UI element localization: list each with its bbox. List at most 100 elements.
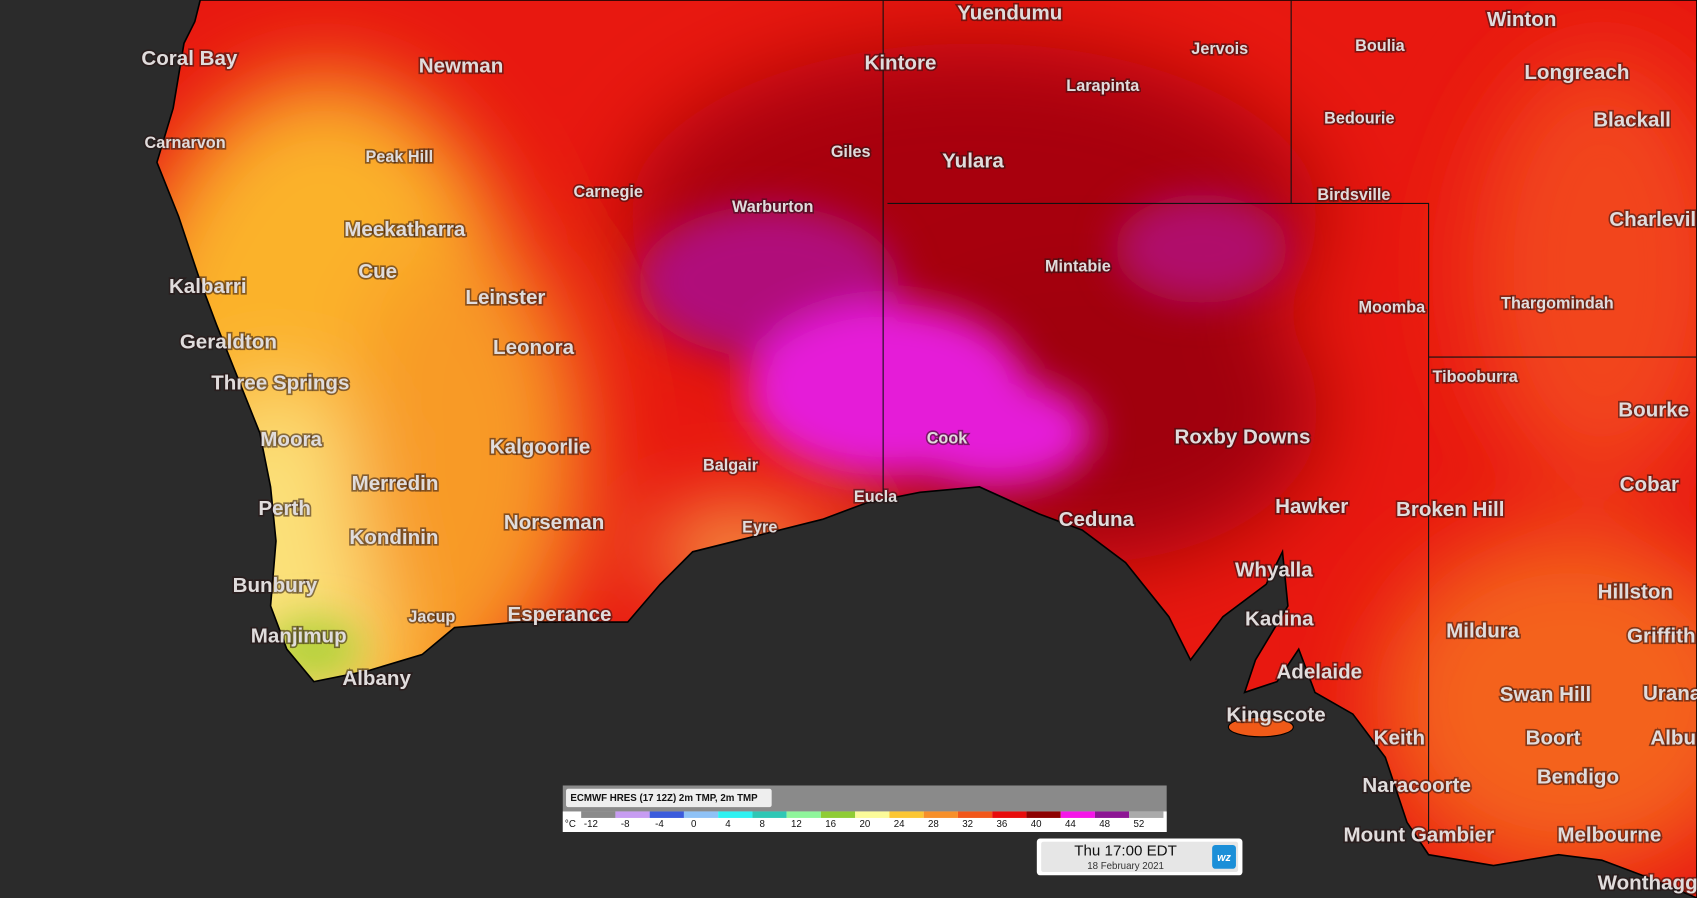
place-label: Eucla <box>854 488 898 506</box>
legend-swatch <box>889 811 924 818</box>
place-label: Broken Hill <box>1396 498 1504 521</box>
legend: ECMWF HRES (17 12Z) 2m TMP, 2m TMP °C -1… <box>562 785 1167 833</box>
legend-swatch <box>992 811 1027 818</box>
legend-tick: -4 <box>655 819 664 830</box>
place-label: Leinster <box>465 286 545 309</box>
place-label: Mildura <box>1446 619 1520 642</box>
place-label: Moora <box>260 428 322 451</box>
place-label: Jacup <box>408 608 455 626</box>
legend-tick: 4 <box>725 819 731 830</box>
legend-tick: 48 <box>1099 819 1110 830</box>
place-label: Bunbury <box>233 574 318 597</box>
legend-swatch <box>855 811 890 818</box>
place-label: Mintabie <box>1045 258 1111 276</box>
legend-swatch <box>786 811 821 818</box>
legend-tick: 32 <box>962 819 973 830</box>
state-borders <box>882 0 1697 844</box>
place-label: Tibooburra <box>1432 368 1518 386</box>
place-label: Whyalla <box>1235 559 1313 582</box>
legend-swatch <box>718 811 753 818</box>
place-label: Kalgoorlie <box>490 435 590 458</box>
place-label: Bourke <box>1618 399 1689 422</box>
place-label: Bedourie <box>1324 109 1394 127</box>
place-label: Meekatharra <box>344 218 466 241</box>
place-label: Roxby Downs <box>1175 426 1311 449</box>
place-label: Esperance <box>508 603 612 626</box>
time-date: 18 February 2021 <box>1087 861 1164 872</box>
place-label: Geraldton <box>180 330 277 353</box>
place-label: Ceduna <box>1059 508 1135 531</box>
place-label: Newman <box>419 55 504 78</box>
place-label: Wonthaggi <box>1598 871 1697 894</box>
legend-swatch <box>1026 811 1061 818</box>
place-label: Three Springs <box>211 372 349 395</box>
place-label: Carnarvon <box>144 134 225 152</box>
legend-swatch <box>820 811 856 818</box>
place-label: Cook <box>927 430 969 448</box>
legend-tick: 12 <box>791 819 802 830</box>
legend-swatch <box>615 811 650 818</box>
place-label: Urana <box>1643 682 1697 705</box>
legend-swatch <box>581 811 616 818</box>
place-label: Merredin <box>352 472 439 495</box>
legend-swatch <box>1060 811 1095 818</box>
legend-tick: 16 <box>825 819 836 830</box>
legend-swatch <box>683 811 719 818</box>
legend-swatch <box>1129 811 1164 818</box>
legend-tick: -8 <box>621 819 630 830</box>
place-label: Kadina <box>1245 607 1314 630</box>
legend-tick: 44 <box>1065 819 1076 830</box>
place-label: Bendigo <box>1537 765 1619 788</box>
legend-swatch <box>752 811 787 818</box>
place-label: Balgair <box>703 457 759 475</box>
place-label: Hawker <box>1275 495 1348 518</box>
legend-tick: 20 <box>860 819 871 830</box>
place-label: Kintore <box>864 51 936 74</box>
legend-unit: °C <box>565 819 576 830</box>
island <box>1227 716 1294 738</box>
place-label: Cobar <box>1620 473 1679 496</box>
place-label: Perth <box>258 497 311 520</box>
place-labels: Coral Bay Newman Carnarvon Peak Hill Carnegi… <box>140 0 1697 896</box>
legend-tick: 28 <box>928 819 939 830</box>
legend-title: ECMWF HRES (17 12Z) 2m TMP, 2m TMP <box>570 793 758 804</box>
legend-swatch <box>649 811 684 818</box>
time-box: Thu 17:00 EDT 18 February 2021 wz <box>1036 838 1243 876</box>
legend-tick: 52 <box>1134 819 1145 830</box>
place-label: Naracoorte <box>1362 774 1471 797</box>
legend-tick: 24 <box>894 819 905 830</box>
legend-swatch <box>957 811 993 818</box>
place-label: Giles <box>831 143 871 161</box>
place-label: Carnegie <box>574 183 643 201</box>
place-label: Albury <box>1650 726 1697 749</box>
place-label: Jervois <box>1191 40 1248 58</box>
place-label: Melbourne <box>1557 824 1661 847</box>
legend-swatch <box>923 811 958 818</box>
place-label: Yulara <box>942 150 1004 173</box>
place-label: Leonora <box>493 336 575 359</box>
place-label: Hillston <box>1598 580 1673 603</box>
place-label: Longreach <box>1524 61 1629 84</box>
legend-swatch <box>1094 811 1130 818</box>
place-label: Boort <box>1526 726 1581 749</box>
place-label: Eyre <box>742 518 777 536</box>
time-title: Thu 17:00 EDT <box>1074 842 1177 859</box>
legend-tick: -12 <box>584 819 598 830</box>
place-label: Birdsville <box>1317 186 1390 204</box>
place-label: Boulia <box>1355 37 1406 55</box>
legend-tick: 40 <box>1031 819 1042 830</box>
place-label: Swan Hill <box>1500 683 1591 706</box>
place-label: Yuendumu <box>957 1 1062 24</box>
place-label: Larapinta <box>1066 77 1140 95</box>
place-label: Charleville <box>1609 208 1697 231</box>
place-label: Albany <box>342 667 411 690</box>
place-label: Winton <box>1487 8 1556 31</box>
place-label: Keith <box>1374 726 1425 749</box>
place-label: Blackall <box>1593 109 1671 132</box>
place-label: Griffith <box>1627 625 1695 648</box>
place-label: Mount Gambier <box>1344 824 1495 847</box>
place-label: Kondinin <box>349 526 438 549</box>
logo[interactable]: wz <box>1217 852 1231 864</box>
